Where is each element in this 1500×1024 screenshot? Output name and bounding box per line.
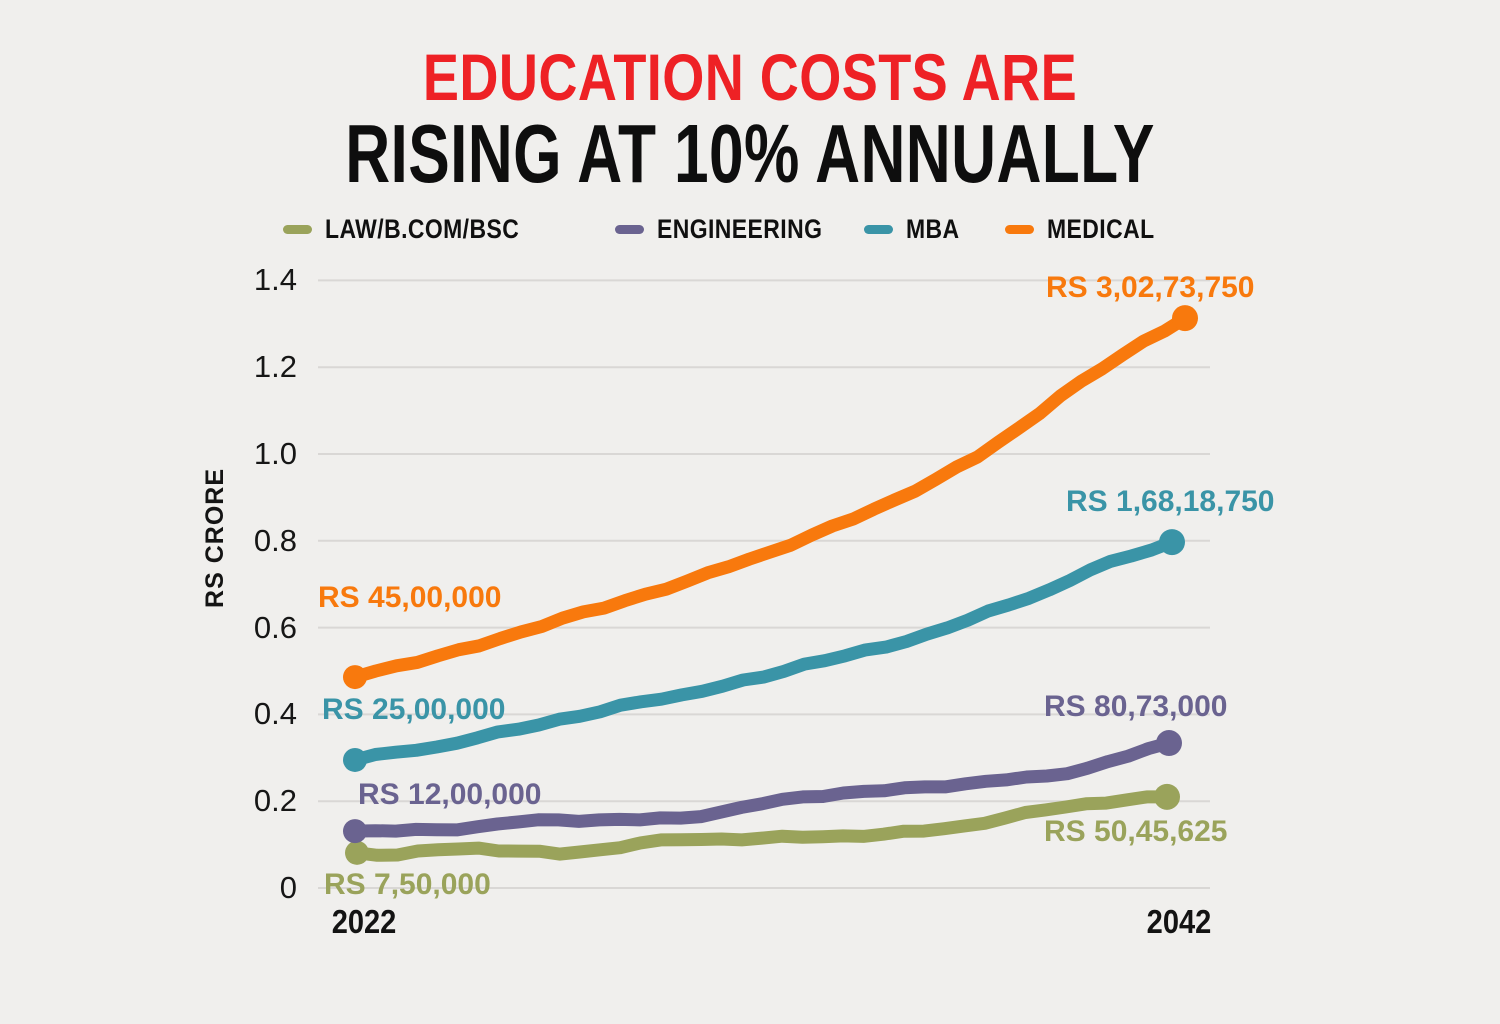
legend-swatch-engineering (615, 224, 644, 234)
data-label-law-start: RS 7,50,000 (324, 868, 491, 901)
data-label-medical-start: RS 45,00,000 (318, 581, 502, 614)
series-end-dot (1154, 783, 1180, 810)
series-start-dot (345, 840, 369, 865)
x-tick-2022: 2022 (331, 903, 397, 940)
legend-item-medical: MEDICAL (1005, 214, 1174, 244)
legend-item-law: LAW/B.COM/BSC (283, 214, 554, 244)
series-end-dot (1172, 305, 1198, 332)
legend-label-law: LAW/B.COM/BSC (325, 213, 520, 244)
legend-swatch-medical (1005, 224, 1034, 234)
legend-label-medical: MEDICAL (1047, 213, 1155, 244)
data-label-mba-start: RS 25,00,000 (322, 693, 506, 726)
series-start-dot (343, 819, 367, 844)
y-tick-label: 0 (279, 870, 297, 905)
y-tick-label: 0.6 (253, 609, 297, 645)
data-label-engineering-start: RS 12,00,000 (358, 778, 542, 811)
series-line-engineering (348, 736, 1176, 838)
data-label-mba-end: RS 1,68,18,750 (1066, 485, 1275, 518)
series-start-dot (343, 665, 367, 690)
x-tick-2042: 2042 (1146, 903, 1212, 940)
y-tick-label: 1.2 (253, 349, 297, 385)
legend-swatch-mba (864, 224, 893, 234)
data-label-medical-end: RS 3,02,73,750 (1046, 271, 1255, 304)
series-start-dot (343, 747, 367, 772)
y-tick-label: 0.8 (253, 522, 297, 558)
y-tick-label: 1.4 (253, 262, 297, 298)
data-label-law-end: RS 50,45,625 (1044, 815, 1228, 848)
y-tick-label: 0.4 (253, 696, 297, 732)
series-line-law-b-com-bsc (350, 790, 1174, 862)
page-title-line-1: EDUCATION COSTS ARE (422, 40, 1078, 114)
legend-item-mba: MBA (864, 214, 969, 244)
page-title-line-2: RISING AT 10% ANNUALLY (345, 107, 1155, 200)
legend-swatch-law (283, 224, 312, 234)
y-axis-title: RS CRORE (201, 468, 229, 608)
y-tick-label: 0.2 (253, 783, 297, 819)
legend-label-mba: MBA (906, 213, 960, 244)
series-line-mba (348, 535, 1179, 767)
legend-item-engineering: ENGINEERING (615, 214, 852, 244)
data-label-engineering-end: RS 80,73,000 (1044, 690, 1228, 723)
legend-label-engineering: ENGINEERING (657, 213, 823, 244)
y-tick-label: 1.0 (253, 436, 297, 471)
series-line-medical (348, 311, 1192, 684)
series-end-dot (1156, 730, 1182, 757)
series-end-dot (1159, 529, 1185, 556)
